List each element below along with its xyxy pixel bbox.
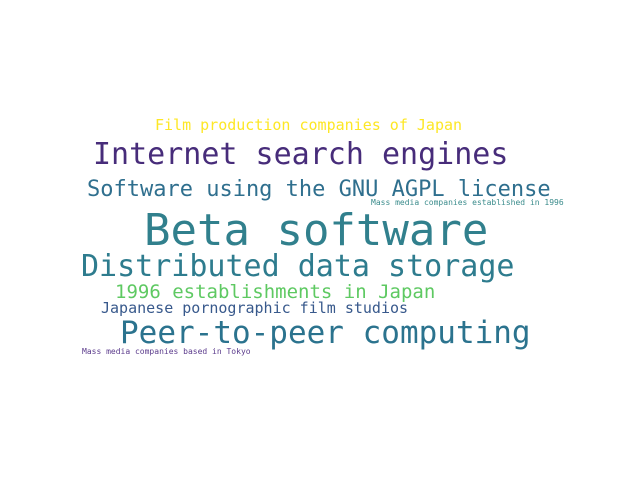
word-film-production-companies: Film production companies of Japan <box>155 116 463 134</box>
word-beta-software: Beta software <box>144 205 489 256</box>
word-japanese-film-studios: Japanese pornographic film studios <box>101 299 409 317</box>
word-mass-media-established-1996: Mass media companies established in 1996 <box>371 198 564 207</box>
word-mass-media-tokyo: Mass media companies based in Tokyo <box>82 347 251 356</box>
word-distributed-data-storage: Distributed data storage <box>81 249 515 284</box>
word-internet-search-engines: Internet search engines <box>93 137 509 172</box>
word-1996-establishments-japan: 1996 establishments in Japan <box>115 281 436 303</box>
word-peer-to-peer-computing: Peer-to-peer computing <box>120 315 531 351</box>
word-software-gnu-agpl: Software using the GNU AGPL license <box>87 177 551 202</box>
